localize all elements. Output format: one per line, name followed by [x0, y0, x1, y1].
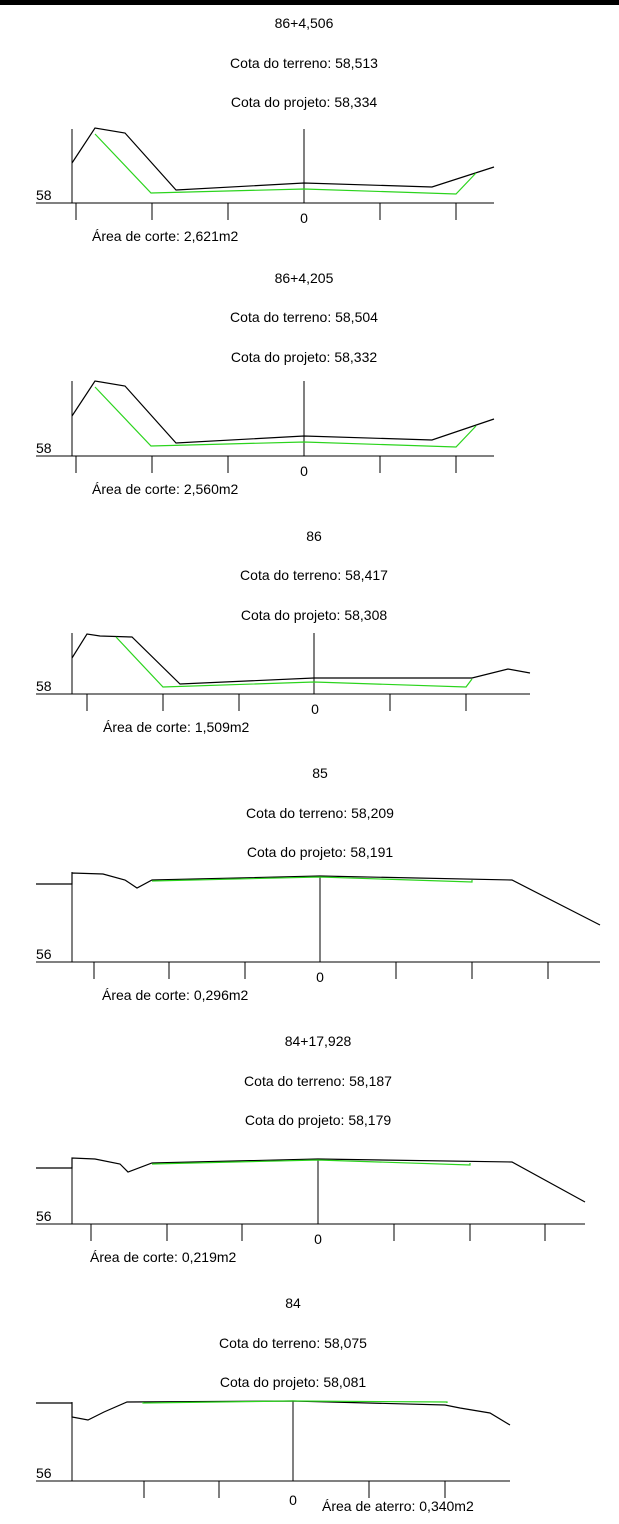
project-profile	[115, 636, 473, 688]
project-profile	[94, 133, 477, 195]
cross-section-4: 85 Cota do terreno: 58,209 Cota do proje…	[36, 765, 601, 1003]
elevation-reference-label: 56	[36, 946, 52, 962]
station-label: 84	[285, 1295, 301, 1311]
terrain-profile	[71, 127, 495, 191]
zero-offset-label: 0	[300, 463, 308, 479]
terrain-profile	[71, 380, 495, 444]
station-label: 86+4,205	[275, 270, 334, 286]
zero-offset-label: 0	[311, 701, 319, 717]
project-elevation-label: Cota do projeto: 58,179	[245, 1112, 392, 1128]
zero-offset-label: 0	[314, 1231, 322, 1247]
terrain-elevation-label: Cota do terreno: 58,209	[246, 805, 394, 821]
project-elevation-label: Cota do projeto: 58,191	[247, 844, 394, 860]
station-ticks	[93, 962, 549, 979]
project-profile	[142, 1400, 448, 1404]
project-elevation-label: Cota do projeto: 58,334	[231, 94, 378, 110]
project-elevation-label: Cota do projeto: 58,308	[241, 607, 388, 623]
terrain-profile	[36, 1157, 586, 1203]
cross-section-3: 86 Cota do terreno: 58,417 Cota do proje…	[36, 528, 531, 735]
cross-section-2: 86+4,205 Cota do terreno: 58,504 Cota do…	[36, 270, 495, 497]
elevation-reference-label: 58	[36, 678, 52, 694]
project-profile	[151, 876, 473, 883]
cross-section-5: 84+17,928 Cota do terreno: 58,187 Cota d…	[36, 1033, 586, 1265]
elevation-reference-label: 56	[36, 1465, 52, 1481]
terrain-elevation-label: Cota do terreno: 58,187	[244, 1073, 392, 1089]
station-label: 86+4,506	[275, 15, 334, 31]
top-border	[0, 0, 619, 5]
terrain-profile	[36, 872, 601, 926]
project-elevation-label: Cota do projeto: 58,081	[220, 1374, 367, 1390]
cross-section-1: 86+4,506 Cota do terreno: 58,513 Cota do…	[36, 15, 495, 244]
station-ticks	[75, 203, 457, 220]
zero-offset-label: 0	[289, 1492, 297, 1508]
station-ticks	[143, 1481, 446, 1498]
terrain-elevation-label: Cota do terreno: 58,504	[230, 309, 378, 325]
station-label: 86	[306, 528, 322, 544]
station-ticks	[86, 694, 467, 711]
project-profile	[94, 386, 477, 448]
zero-offset-label: 0	[300, 210, 308, 226]
elevation-reference-label: 58	[36, 187, 52, 203]
station-ticks	[75, 456, 457, 473]
elevation-reference-label: 56	[36, 1208, 52, 1224]
terrain-elevation-label: Cota do terreno: 58,075	[219, 1335, 367, 1351]
area-label: Área de corte: 0,296m2	[102, 987, 249, 1003]
cross-section-6: 84 Cota do terreno: 58,075 Cota do proje…	[36, 1295, 511, 1514]
station-label: 84+17,928	[285, 1033, 352, 1049]
area-label: Área de aterro: 0,340m2	[322, 1498, 474, 1514]
area-label: Área de corte: 2,621m2	[92, 228, 239, 244]
zero-offset-label: 0	[316, 969, 324, 985]
area-label: Área de corte: 2,560m2	[92, 481, 239, 497]
terrain-profile	[36, 1400, 511, 1426]
elevation-reference-label: 58	[36, 440, 52, 456]
area-label: Área de corte: 1,509m2	[103, 719, 250, 735]
project-profile	[151, 1159, 471, 1166]
terrain-profile	[71, 633, 531, 685]
terrain-elevation-label: Cota do terreno: 58,513	[230, 55, 378, 71]
project-elevation-label: Cota do projeto: 58,332	[231, 349, 378, 365]
station-ticks	[90, 1224, 546, 1241]
station-label: 85	[312, 765, 328, 781]
terrain-elevation-label: Cota do terreno: 58,417	[240, 567, 388, 583]
area-label: Área de corte: 0,219m2	[90, 1249, 237, 1265]
